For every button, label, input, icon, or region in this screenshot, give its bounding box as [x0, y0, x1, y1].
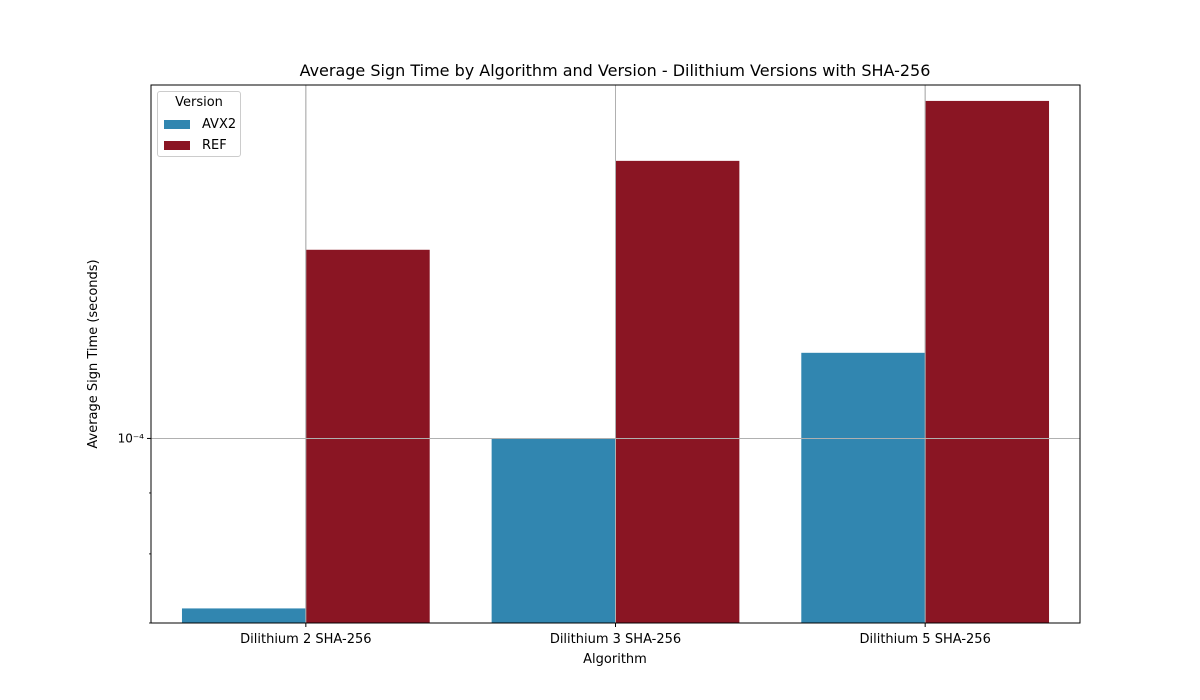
legend: Version AVX2 REF: [157, 91, 241, 157]
legend-item-ref: REF: [164, 137, 227, 153]
x-tick-label: Dilithium 3 SHA-256: [550, 632, 681, 647]
legend-swatch-avx2: [164, 119, 190, 129]
x-tick-label: Dilithium 5 SHA-256: [859, 632, 990, 647]
legend-title: Version: [175, 95, 223, 110]
x-tick-label: Dilithium 2 SHA-256: [240, 632, 371, 647]
legend-label-avx2: AVX2: [202, 116, 237, 132]
bar-avx2-3: [801, 352, 926, 623]
y-tick-label: 10⁻⁴: [118, 431, 145, 445]
bar-ref-2: [615, 160, 740, 623]
legend-label-ref: REF: [202, 137, 227, 153]
chart-title: Average Sign Time by Algorithm and Versi…: [300, 61, 931, 80]
bar-ref-3: [925, 100, 1050, 623]
axis-ticks: 10⁻⁴ Dilithium 2 SHA-256 Dilithium 3 SHA-2…: [118, 431, 991, 647]
bar-avx2-1: [181, 608, 306, 623]
bar-avx2-2: [491, 438, 616, 623]
legend-item-avx2: AVX2: [164, 116, 237, 132]
bars: [151, 85, 1080, 623]
legend-swatch-ref: [164, 140, 190, 150]
y-axis-label: Average Sign Time (seconds): [86, 259, 101, 448]
x-axis-label: Algorithm: [583, 652, 647, 667]
bar-ref-1: [305, 249, 430, 623]
